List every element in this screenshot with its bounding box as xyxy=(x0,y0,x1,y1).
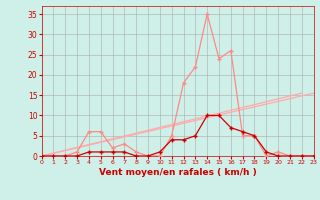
X-axis label: Vent moyen/en rafales ( km/h ): Vent moyen/en rafales ( km/h ) xyxy=(99,168,256,177)
